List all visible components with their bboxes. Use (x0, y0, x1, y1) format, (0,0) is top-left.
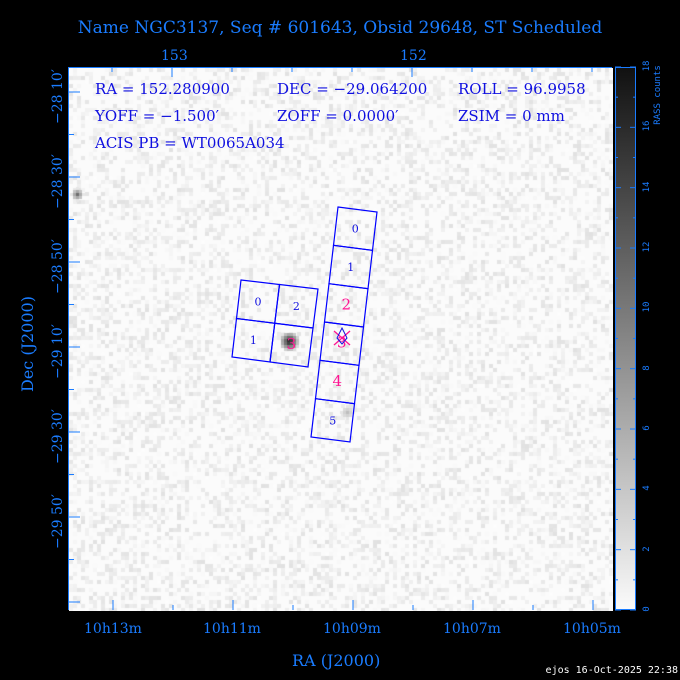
left-tick-label: −28 30′ (50, 154, 66, 209)
colorbar-tick-label: 14 (642, 181, 652, 193)
aimpoint-x-icon (333, 330, 351, 346)
acis-s-chip-label: 5 (329, 414, 336, 427)
acis-s-chip-label: 1 (347, 261, 354, 274)
ra-value: RA = 152.280900 (95, 80, 230, 98)
acis-s-chip-label: 4 (332, 372, 342, 390)
left-tick-label: −29 30′ (50, 409, 66, 464)
x-axis-label: RA (J2000) (292, 651, 381, 670)
bottom-tick-label: 10h09m (323, 621, 381, 637)
acis-i-chip-label: 3 (287, 335, 297, 353)
timestamp: ejos 16-Oct-2025 22:38 (545, 665, 678, 676)
bottom-tick-label: 10h05m (563, 621, 621, 637)
colorbar-tick-label: 12 (642, 241, 652, 253)
left-tick-label: −29 50′ (50, 494, 66, 549)
acis-s-chip-label: 2 (341, 295, 351, 313)
acis-s-chip-label: 3 (337, 334, 347, 352)
y-axis-label: Dec (J2000) (18, 296, 37, 392)
colorbar-tick-label: 4 (642, 485, 652, 492)
acis-i-chip-label: 1 (250, 334, 257, 347)
acis-s-chip (310, 397, 356, 443)
colorbar-tick-label: 10 (642, 301, 652, 313)
colorbar-label: RASS counts (652, 65, 663, 125)
acis-i-chip-label: 2 (293, 300, 300, 313)
colorbar-tick-label: 8 (642, 364, 652, 371)
roll-value: ROLL = 96.9958 (458, 80, 586, 98)
acis-i-chip-label: 0 (254, 296, 261, 309)
colorbar-tick-label: 2 (642, 545, 652, 552)
colorbar-tick-label: 0 (642, 606, 652, 612)
bottom-tick-label: 10h13m (84, 621, 142, 637)
top-tick-label: 152 (400, 48, 427, 64)
yoff-value: YOFF = −1.500′ (95, 107, 220, 125)
target-diamond-icon (336, 326, 348, 345)
acis-pb-value: ACIS PB = WT0065A034 (95, 134, 285, 152)
colorbar-tick-label: 6 (642, 425, 652, 431)
acis-s-chip-label: 0 (352, 223, 359, 236)
acis-i-chip (269, 322, 314, 368)
top-tick-label: 153 (161, 48, 188, 64)
colorbar-tick-label: 16 (642, 120, 652, 132)
left-tick-label: −28 50′ (50, 239, 66, 294)
plot-title: Name NGC3137, Seq # 601643, Obsid 29648,… (77, 18, 603, 38)
dec-value: DEC = −29.064200 (277, 80, 428, 98)
colorbar-tick-label: 18 (642, 60, 652, 72)
bottom-tick-label: 10h11m (203, 621, 261, 637)
zoff-value: ZOFF = 0.0000′ (277, 107, 399, 125)
left-tick-label: −29 10′ (50, 324, 66, 379)
left-tick-label: −28 10′ (50, 69, 66, 124)
zsim-value: ZSIM = 0 mm (458, 107, 565, 125)
bottom-tick-label: 10h07m (443, 621, 501, 637)
